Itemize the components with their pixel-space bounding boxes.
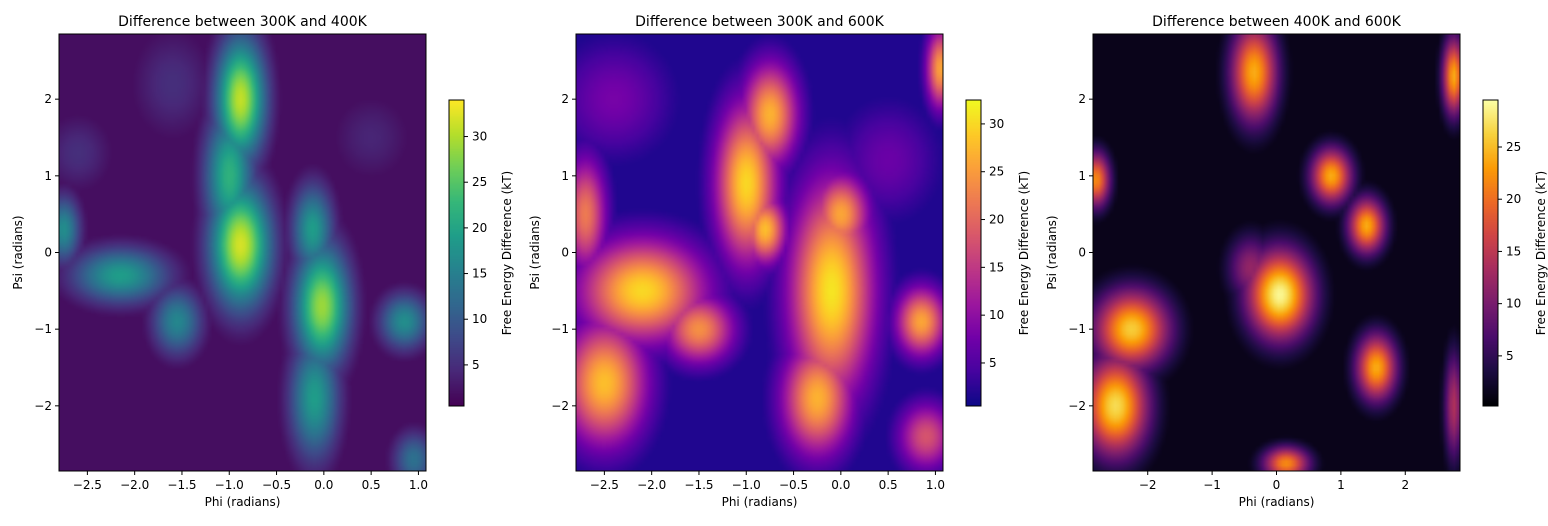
x-tick-label: −2.5 (590, 478, 619, 492)
colorbar-tick-label: 10 (1506, 297, 1521, 311)
x-tick-label: 0.0 (314, 478, 333, 492)
colorbar-frame (448, 99, 465, 407)
y-tick-label: −2 (1068, 399, 1086, 413)
x-tick-label: 0.0 (831, 478, 850, 492)
colorbar-tick-label: 20 (1506, 192, 1521, 206)
x-tick-label: −2.5 (73, 478, 102, 492)
y-axis-label: Psi (radians) (1045, 215, 1059, 289)
y-tick-label: −1 (34, 322, 52, 336)
x-tick-label: 0 (1273, 478, 1281, 492)
chart-title: Difference between 300K and 400K (118, 14, 367, 30)
colorbar-tick-label: 25 (472, 175, 487, 189)
colorbar-tick-label: 25 (989, 165, 1004, 179)
x-tick-label: −0.5 (779, 478, 808, 492)
x-tick-label: −1 (1203, 478, 1221, 492)
colorbar-frame (965, 99, 982, 407)
x-tick-label: −1.5 (167, 478, 196, 492)
colorbar-tick-label: 10 (989, 308, 1004, 322)
x-axis-label: Phi (radians) (1239, 495, 1315, 509)
y-tick-label: 2 (561, 92, 569, 106)
colorbar-tick-label: 30 (472, 130, 487, 144)
colorbar-tick-label: 15 (989, 260, 1004, 274)
x-tick-label: −2.0 (120, 478, 149, 492)
heatmap-panel-1: Difference between 300K and 400K Phi (rad… (11, 14, 514, 509)
x-tick-label: 0.5 (879, 478, 898, 492)
heatmap-image (1093, 34, 1460, 471)
x-tick-label: 0.5 (362, 478, 381, 492)
colorbar-gradient (449, 100, 464, 406)
chart-title: Difference between 300K and 600K (635, 14, 884, 30)
y-tick-label: −2 (551, 399, 569, 413)
x-tick-label: 1.0 (409, 478, 428, 492)
x-tick-label: −1.0 (732, 478, 761, 492)
colorbar-tick-label: 5 (472, 358, 480, 372)
y-tick-label: 2 (44, 92, 52, 106)
colorbar-gradient (966, 100, 981, 406)
x-axis-label: Phi (radians) (722, 495, 798, 509)
colorbar-tick-label: 30 (989, 117, 1004, 131)
chart-title: Difference between 400K and 600K (1152, 14, 1401, 30)
heatmap-image (576, 34, 943, 471)
colorbar-label: Free Energy Difference (kT) (1534, 171, 1548, 335)
y-tick-label: 1 (561, 169, 569, 183)
x-tick-label: −2.0 (637, 478, 666, 492)
x-tick-label: −2 (1139, 478, 1157, 492)
heatmap-panel-2: Difference between 300K and 600K Phi (rad… (528, 14, 1031, 509)
colorbar-label: Free Energy Difference (kT) (500, 171, 514, 335)
y-tick-label: 0 (1078, 246, 1086, 260)
y-tick-label: 1 (1078, 169, 1086, 183)
colorbar-tick-label: 20 (989, 213, 1004, 227)
x-tick-label: 1 (1337, 478, 1345, 492)
y-axis-label: Psi (radians) (528, 215, 542, 289)
colorbar-tick-label: 5 (1506, 349, 1514, 363)
y-tick-label: −1 (551, 322, 569, 336)
x-tick-label: −1.0 (215, 478, 244, 492)
colorbar-tick-label: 5 (989, 356, 997, 370)
y-tick-label: 0 (561, 246, 569, 260)
x-tick-label: 2 (1401, 478, 1409, 492)
colorbar-tick-label: 15 (472, 267, 487, 281)
x-tick-label: −0.5 (262, 478, 291, 492)
heatmap-image (59, 34, 426, 471)
colorbar-tick-label: 10 (472, 312, 487, 326)
x-tick-label: −1.5 (684, 478, 713, 492)
y-tick-label: −2 (34, 399, 52, 413)
heatmap-panel-3: Difference between 400K and 600K Phi (rad… (1045, 14, 1548, 509)
y-axis-label: Psi (radians) (11, 215, 25, 289)
colorbar-tick-label: 20 (472, 221, 487, 235)
y-tick-label: 1 (44, 169, 52, 183)
y-tick-label: 0 (44, 246, 52, 260)
colorbar-frame (1482, 99, 1499, 407)
y-tick-label: −1 (1068, 322, 1086, 336)
colorbar-label: Free Energy Difference (kT) (1017, 171, 1031, 335)
colorbar-tick-label: 15 (1506, 244, 1521, 258)
x-tick-label: 1.0 (926, 478, 945, 492)
colorbar-tick-label: 25 (1506, 140, 1521, 154)
colorbar-gradient (1483, 100, 1498, 406)
x-axis-label: Phi (radians) (205, 495, 281, 509)
y-tick-label: 2 (1078, 92, 1086, 106)
